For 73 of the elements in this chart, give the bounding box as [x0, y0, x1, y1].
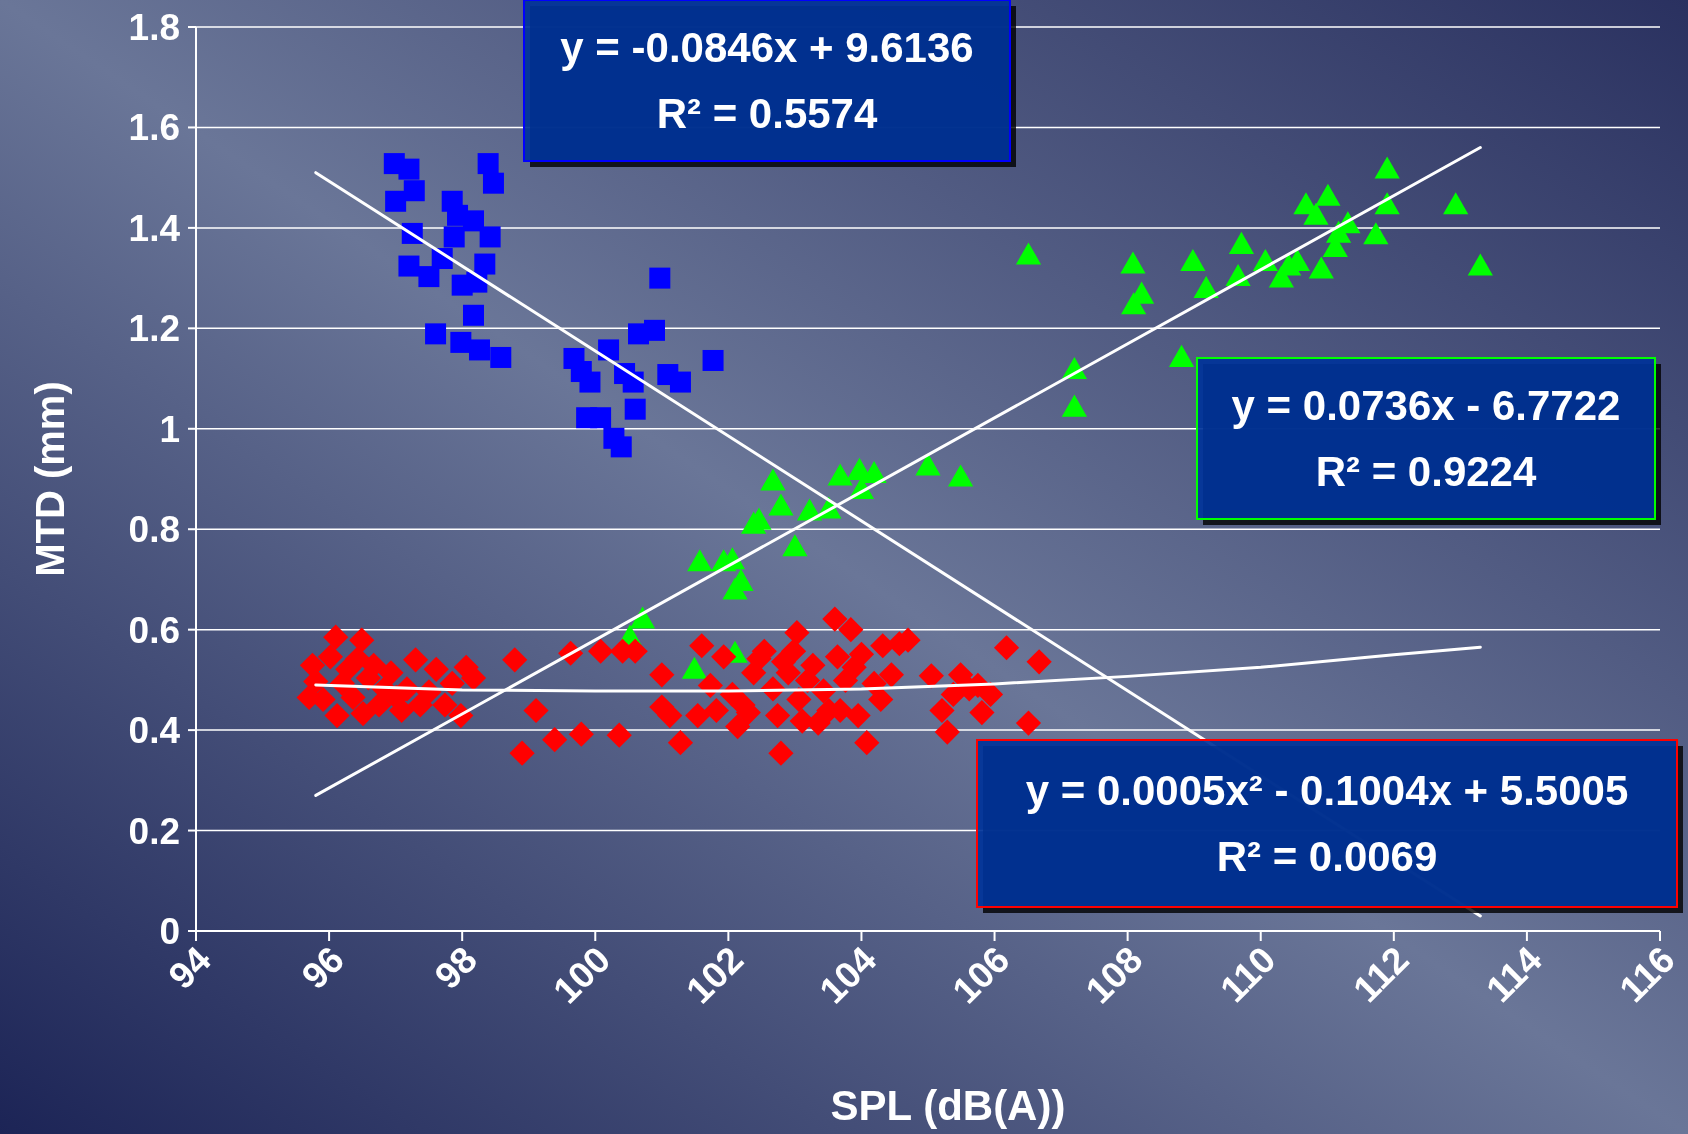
point — [1015, 242, 1042, 265]
point — [579, 371, 601, 393]
y-axis-title: MTD (mm) — [28, 381, 72, 577]
point — [644, 319, 665, 341]
point — [385, 190, 407, 212]
x-tick-label: 110 — [1212, 938, 1284, 1011]
point — [1308, 256, 1334, 279]
point — [1168, 344, 1195, 367]
annotation: y = -0.0846x + 9.6136 R² = 0.5574 — [560, 24, 974, 138]
point — [463, 210, 484, 232]
point — [450, 331, 472, 353]
y-tick-label: 0.8 — [128, 509, 180, 551]
point — [649, 267, 671, 289]
point — [479, 226, 501, 248]
point — [477, 153, 499, 175]
y-tick-label: 1.2 — [128, 308, 180, 350]
x-tick-label: 96 — [293, 938, 352, 997]
point — [1193, 276, 1219, 299]
point — [474, 253, 496, 275]
point — [418, 266, 440, 288]
point — [403, 180, 425, 202]
y-tick-label: 1 — [159, 408, 180, 450]
y-tick-label: 0 — [159, 910, 180, 952]
point — [1363, 222, 1389, 245]
annotation: y = 0.0736x - 6.7722 R² = 0.9224 — [1231, 382, 1621, 496]
point — [1120, 251, 1146, 274]
x-tick-label: 104 — [811, 938, 885, 1012]
annotation: y = 0.0005x² - 0.1004x + 5.5005 R² = 0.0069 — [1025, 767, 1629, 881]
point — [669, 371, 691, 393]
x-tick-label: 100 — [545, 938, 619, 1012]
y-tick-label: 1.6 — [128, 107, 180, 149]
point — [443, 226, 465, 248]
x-tick-label: 102 — [678, 938, 752, 1012]
point — [590, 407, 612, 429]
point — [861, 460, 887, 483]
point — [463, 304, 484, 326]
y-tick-label: 1.8 — [128, 6, 180, 48]
point — [687, 549, 713, 572]
x-tick-label: 108 — [1077, 938, 1151, 1012]
y-tick-label: 0.2 — [128, 810, 180, 852]
point — [398, 158, 420, 180]
x-tick-label: 116 — [1611, 938, 1683, 1011]
x-tick-label: 112 — [1345, 938, 1417, 1011]
y-tick-label: 1.4 — [128, 207, 181, 249]
y-tick-label: 0.4 — [128, 710, 181, 752]
point — [482, 172, 504, 194]
point — [598, 339, 620, 361]
point — [915, 453, 941, 476]
x-tick-label: 98 — [426, 938, 485, 997]
point — [702, 349, 724, 371]
point — [768, 493, 794, 516]
y-tick-label: 0.6 — [128, 609, 180, 651]
point — [760, 468, 786, 491]
x-axis-title: SPL (dB(A)) — [830, 1082, 1066, 1129]
point — [1443, 192, 1469, 215]
point — [1315, 183, 1341, 206]
point — [468, 339, 490, 361]
x-tick-label: 114 — [1478, 938, 1551, 1011]
point — [827, 463, 853, 486]
point — [624, 398, 646, 420]
point — [1061, 394, 1087, 417]
point — [1180, 248, 1206, 271]
point — [425, 323, 447, 345]
x-tick-label: 106 — [944, 938, 1018, 1012]
point — [1228, 231, 1255, 254]
point — [490, 346, 512, 368]
point — [398, 255, 420, 277]
point — [1374, 156, 1400, 179]
point — [1303, 202, 1329, 225]
point — [681, 656, 708, 679]
point — [1467, 253, 1493, 276]
point — [948, 464, 974, 487]
point — [782, 534, 808, 557]
